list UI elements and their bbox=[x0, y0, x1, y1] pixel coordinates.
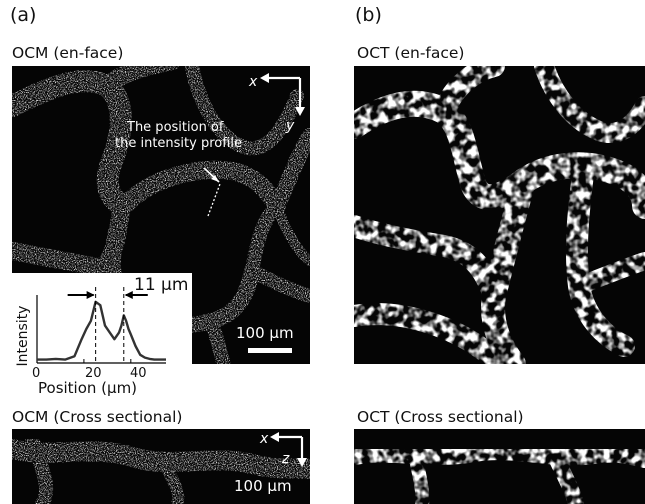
oct-enface-title: OCT (en-face) bbox=[357, 44, 465, 62]
scale-bar bbox=[248, 348, 292, 353]
axis-y-label: y bbox=[286, 118, 295, 134]
inset-xtick-40: 40 bbox=[130, 366, 147, 381]
cross-axis-z-label: z bbox=[282, 451, 290, 467]
oct-enface-image bbox=[354, 66, 645, 364]
panel-a-letter: (a) bbox=[10, 4, 37, 26]
intensity-profile-chart bbox=[36, 287, 166, 364]
width-arrowhead-right bbox=[124, 291, 133, 299]
intensity-profile-line bbox=[37, 300, 166, 361]
oct-cross-image bbox=[354, 429, 645, 504]
oct-cell-network-graphic bbox=[354, 66, 645, 364]
ocm-cross-title: OCM (Cross sectional) bbox=[12, 408, 183, 426]
scale-bar-label: 100 μm bbox=[236, 324, 294, 342]
axis-x-label: x bbox=[249, 74, 258, 90]
inset-xtick-0: 0 bbox=[32, 366, 41, 381]
inset-ylabel: Intensity bbox=[15, 305, 31, 367]
annotation-line-1: The position of bbox=[127, 120, 224, 135]
width-arrowhead-left bbox=[86, 291, 95, 299]
inset-xlabel: Position (μm) bbox=[38, 379, 138, 397]
intensity-profile-inset: 11 μm Intensity 0 20 40 Position (μm) bbox=[6, 273, 192, 403]
width-label: 11 μm bbox=[134, 275, 189, 295]
cross-axis-x-label: x bbox=[260, 431, 269, 447]
ocm-cross-graphic bbox=[12, 432, 310, 504]
profile-position-line bbox=[207, 183, 221, 217]
cross-scale-bar-label: 100 μm bbox=[234, 477, 292, 495]
oct-cross-title: OCT (Cross sectional) bbox=[357, 408, 524, 426]
inset-xtick-20: 20 bbox=[85, 366, 102, 381]
annotation-line-2: the intensity profile bbox=[115, 136, 243, 151]
oct-cross-graphic bbox=[354, 438, 645, 504]
panel-b-letter: (b) bbox=[355, 4, 382, 26]
ocm-enface-title: OCM (en-face) bbox=[12, 44, 124, 62]
ocm-cross-image: x z 100 μm bbox=[12, 429, 310, 504]
